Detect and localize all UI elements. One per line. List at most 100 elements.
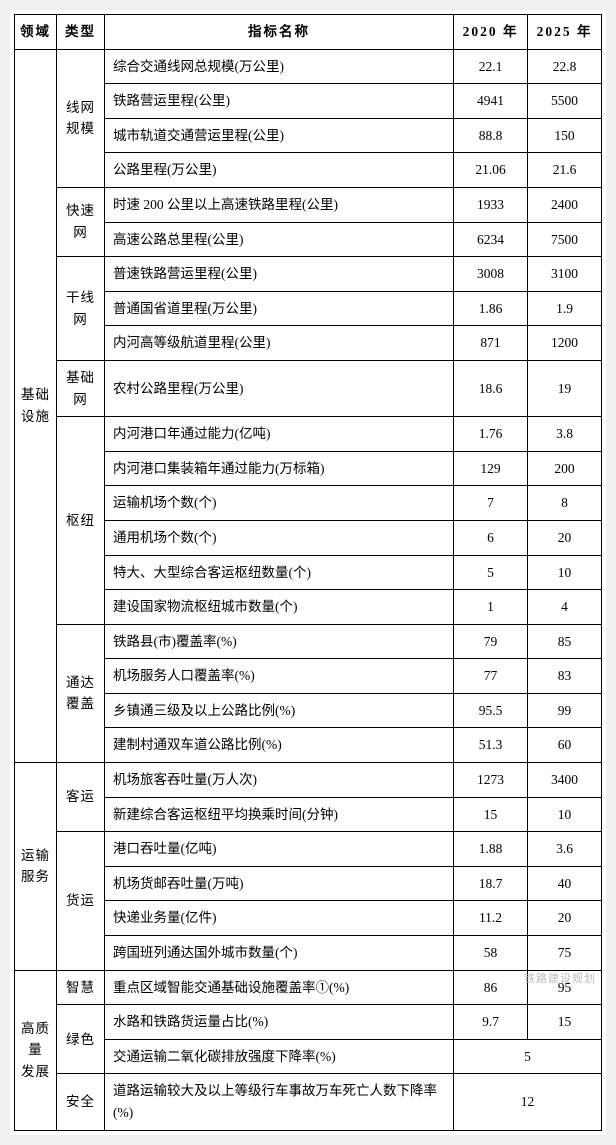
value-2020: 1.76 <box>454 417 528 452</box>
table-row: 快速网时速 200 公里以上高速铁路里程(公里)19332400 <box>15 187 602 222</box>
indicator-name: 高速公路总里程(公里) <box>105 222 454 257</box>
value-2025: 20 <box>528 520 602 555</box>
value-2025: 1200 <box>528 326 602 361</box>
domain-cell: 运输服务 <box>15 763 57 971</box>
value-2020: 871 <box>454 326 528 361</box>
value-2020: 1 <box>454 590 528 625</box>
value-2025: 40 <box>528 866 602 901</box>
header-row: 领域 类型 指标名称 2020 年 2025 年 <box>15 15 602 50</box>
indicator-name: 通用机场个数(个) <box>105 520 454 555</box>
indicator-name: 内河高等级航道里程(公里) <box>105 326 454 361</box>
value-2020: 5 <box>454 555 528 590</box>
value-2020: 1.88 <box>454 832 528 867</box>
col-y2025: 2025 年 <box>528 15 602 50</box>
indicator-name: 港口吞吐量(亿吨) <box>105 832 454 867</box>
value-2025: 20 <box>528 901 602 936</box>
value-2025: 85 <box>528 624 602 659</box>
indicator-name: 交通运输二氧化碳排放强度下降率(%) <box>105 1039 454 1074</box>
type-cell: 通达覆盖 <box>57 624 105 762</box>
value-2025: 3400 <box>528 763 602 798</box>
value-2025: 1.9 <box>528 291 602 326</box>
table-row: 通达覆盖铁路县(市)覆盖率(%)7985 <box>15 624 602 659</box>
domain-cell: 基础设施 <box>15 49 57 762</box>
indicator-name: 综合交通线网总规模(万公里) <box>105 49 454 84</box>
value-2020: 4941 <box>454 84 528 119</box>
type-cell: 枢纽 <box>57 417 105 625</box>
indicator-name: 铁路县(市)覆盖率(%) <box>105 624 454 659</box>
value-2025: 10 <box>528 555 602 590</box>
indicators-table: 领域 类型 指标名称 2020 年 2025 年 基础设施线网规模综合交通线网总… <box>14 14 602 1131</box>
table-container: { "header": { "domain": "领域", "type": "类… <box>10 10 606 1135</box>
indicator-name: 内河港口集装箱年通过能力(万标箱) <box>105 451 454 486</box>
table-row: 基础设施线网规模综合交通线网总规模(万公里)22.122.8 <box>15 49 602 84</box>
value-2025: 15 <box>528 1005 602 1040</box>
value-2020: 21.06 <box>454 153 528 188</box>
indicator-name: 特大、大型综合客运枢纽数量(个) <box>105 555 454 590</box>
value-2020: 1273 <box>454 763 528 798</box>
col-y2020: 2020 年 <box>454 15 528 50</box>
value-2020: 79 <box>454 624 528 659</box>
value-2025: 21.6 <box>528 153 602 188</box>
indicator-name: 内河港口年通过能力(亿吨) <box>105 417 454 452</box>
indicator-name: 机场旅客吞吐量(万人次) <box>105 763 454 798</box>
value-merged: 12 <box>454 1074 602 1130</box>
value-2025: 3100 <box>528 257 602 292</box>
indicator-name: 水路和铁路货运量占比(%) <box>105 1005 454 1040</box>
value-2020: 18.7 <box>454 866 528 901</box>
type-cell: 线网规模 <box>57 49 105 187</box>
value-2020: 88.8 <box>454 118 528 153</box>
value-2020: 129 <box>454 451 528 486</box>
indicator-name: 铁路营运里程(公里) <box>105 84 454 119</box>
value-2025: 200 <box>528 451 602 486</box>
value-2025: 7500 <box>528 222 602 257</box>
indicator-name: 建制村通双车道公路比例(%) <box>105 728 454 763</box>
value-2025: 60 <box>528 728 602 763</box>
indicator-name: 道路运输较大及以上等级行车事故万车死亡人数下降率(%) <box>105 1074 454 1130</box>
value-2020: 22.1 <box>454 49 528 84</box>
indicator-name: 普速铁路营运里程(公里) <box>105 257 454 292</box>
value-2025: 2400 <box>528 187 602 222</box>
value-2020: 18.6 <box>454 360 528 416</box>
indicator-name: 普通国省道里程(万公里) <box>105 291 454 326</box>
value-2025: 99 <box>528 693 602 728</box>
table-row: 干线网普速铁路营运里程(公里)30083100 <box>15 257 602 292</box>
value-2025: 150 <box>528 118 602 153</box>
value-2025: 5500 <box>528 84 602 119</box>
value-2020: 58 <box>454 936 528 971</box>
value-2020: 1933 <box>454 187 528 222</box>
col-type: 类型 <box>57 15 105 50</box>
value-2020: 11.2 <box>454 901 528 936</box>
table-row: 货运港口吞吐量(亿吨)1.883.6 <box>15 832 602 867</box>
value-2025: 19 <box>528 360 602 416</box>
value-2020: 1.86 <box>454 291 528 326</box>
indicator-name: 城市轨道交通营运里程(公里) <box>105 118 454 153</box>
type-cell: 绿色 <box>57 1005 105 1074</box>
indicator-name: 乡镇通三级及以上公路比例(%) <box>105 693 454 728</box>
value-2020: 15 <box>454 797 528 832</box>
watermark: 铁路建设规划 <box>524 970 596 986</box>
domain-cell: 高质量发展 <box>15 970 57 1130</box>
indicator-name: 快递业务量(亿件) <box>105 901 454 936</box>
value-2025: 22.8 <box>528 49 602 84</box>
type-cell: 客运 <box>57 763 105 832</box>
indicator-name: 新建综合客运枢纽平均换乘时间(分钟) <box>105 797 454 832</box>
value-2025: 10 <box>528 797 602 832</box>
value-2020: 7 <box>454 486 528 521</box>
indicator-name: 运输机场个数(个) <box>105 486 454 521</box>
value-2020: 95.5 <box>454 693 528 728</box>
indicator-name: 建设国家物流枢纽城市数量(个) <box>105 590 454 625</box>
value-2025: 8 <box>528 486 602 521</box>
value-2020: 77 <box>454 659 528 694</box>
indicator-name: 时速 200 公里以上高速铁路里程(公里) <box>105 187 454 222</box>
value-2020: 3008 <box>454 257 528 292</box>
table-row: 运输服务客运机场旅客吞吐量(万人次)12733400 <box>15 763 602 798</box>
indicator-name: 机场服务人口覆盖率(%) <box>105 659 454 694</box>
type-cell: 基础网 <box>57 360 105 416</box>
value-2025: 3.8 <box>528 417 602 452</box>
indicator-name: 农村公路里程(万公里) <box>105 360 454 416</box>
col-domain: 领域 <box>15 15 57 50</box>
type-cell: 货运 <box>57 832 105 970</box>
table-row: 基础网农村公路里程(万公里)18.619 <box>15 360 602 416</box>
col-name: 指标名称 <box>105 15 454 50</box>
value-2025: 75 <box>528 936 602 971</box>
